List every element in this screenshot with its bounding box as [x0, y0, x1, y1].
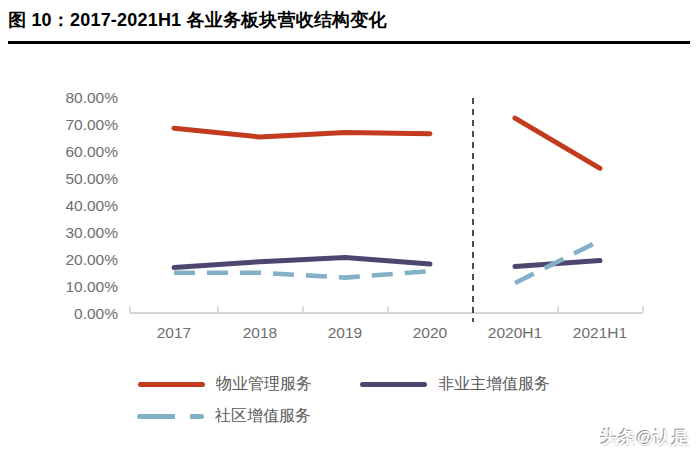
y-axis-tick-label: 30.00% [65, 224, 118, 241]
legend-swatch-community-vas-dashed-line [137, 414, 204, 419]
y-axis-tick-label: 60.00% [65, 143, 118, 160]
x-axis-tick-label: 2020 [413, 324, 448, 341]
y-axis-tick-label: 10.00% [65, 278, 118, 295]
y-axis-tick-label: 70.00% [65, 116, 118, 133]
legend-swatch-property-management-line [138, 382, 205, 387]
legend-swatch-non-owner-vas-line [360, 382, 427, 387]
series-line-community_vas [174, 271, 430, 278]
legend-item-community-vas: 社区增值服务 [137, 404, 311, 428]
y-axis-tick-label: 40.00% [65, 197, 118, 214]
y-axis-tick-label: 0.00% [74, 305, 118, 322]
series-line-non_owner_vas [174, 257, 430, 267]
figure-page: 图 10：2017-2021H1 各业务板块营收结构变化 80.00%70.00… [0, 0, 698, 457]
x-axis-tick-label: 2018 [243, 324, 277, 341]
legend-item-non-owner-vas: 非业主增值服务 [360, 372, 550, 396]
series-line-property_mgmt [515, 118, 600, 168]
legend-label-non-owner-vas: 非业主增值服务 [438, 372, 550, 396]
x-axis-tick-label: 2020H1 [488, 324, 542, 341]
legend-item-property-management: 物业管理服务 [138, 372, 312, 396]
y-axis-tick-label: 20.00% [65, 251, 118, 268]
watermark: 头条@认是 [600, 426, 690, 449]
legend-label-community-vas: 社区增值服务 [215, 404, 311, 428]
revenue-structure-line-chart: 80.00% 70.00% 60.00% 50.00% 40.00% 30.00% 20.0… [0, 0, 698, 457]
x-axis-tick-label: 2021H1 [573, 324, 627, 341]
series-line-property_mgmt [174, 128, 430, 137]
x-axis-tick-label: 2019 [328, 324, 362, 341]
y-axis-tick-label: 80.00% [65, 89, 118, 106]
x-axis-tick-label: 2017 [157, 324, 191, 341]
legend-label-property-management: 物业管理服务 [216, 372, 312, 396]
y-axis-tick-label: 50.00% [65, 170, 118, 187]
